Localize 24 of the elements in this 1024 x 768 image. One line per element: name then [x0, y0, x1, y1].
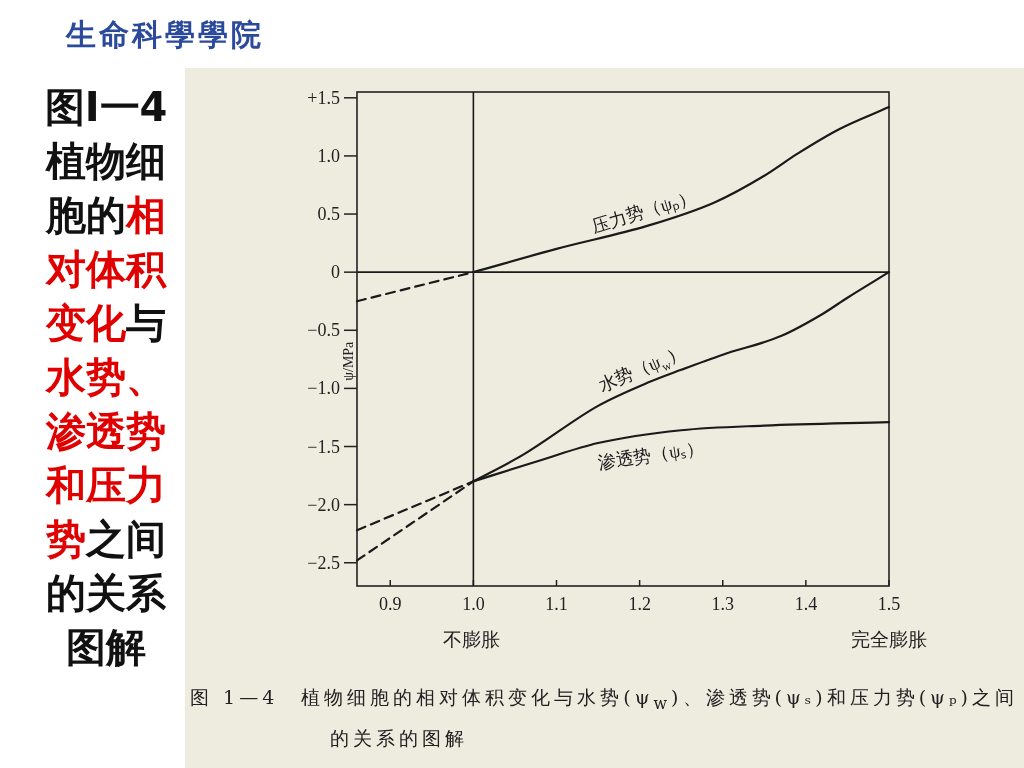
- x-tick-label: 1.3: [711, 594, 734, 614]
- y-tick-label: +1.5: [307, 87, 340, 108]
- text: 完全膨胀: [851, 629, 927, 650]
- x-tick-label: 0.9: [379, 594, 402, 614]
- text: 渗透势（ψₛ）: [596, 437, 706, 474]
- y-tick-label: −1.0: [307, 378, 340, 399]
- y-tick-label: −2.5: [307, 552, 340, 573]
- y-tick-label: 0.5: [317, 204, 340, 225]
- y-tick-label: 1.0: [317, 145, 340, 166]
- text: 不膨胀: [442, 629, 500, 650]
- y-tick-label: −0.5: [307, 320, 340, 341]
- chart-title: 图I一4植物细胞的相对体积变化与水势、渗透势和压力势之间的关系图解: [44, 84, 168, 670]
- x-tick-label: 1.4: [794, 594, 818, 614]
- text: 图 1—4 植物细胞的相对体积变化与水势(ψ$_{w}$)、渗透势(ψₛ)和压力势(ψₚ)之间的关系的图解: [190, 686, 1018, 749]
- y-tick-label: −1.5: [307, 436, 340, 457]
- x-tick-label: 1.2: [628, 594, 651, 614]
- x-tick-label: 1.5: [877, 594, 901, 614]
- x-tick-label: 1.0: [462, 594, 485, 614]
- text: 生命科學學院: [66, 17, 264, 52]
- y-tick-label: −2.0: [307, 494, 340, 515]
- y-axis-title: ψ/MPa: [341, 340, 356, 381]
- x-tick-label: 1.1: [545, 594, 568, 614]
- text: 压力势（ψₚ）: [588, 186, 699, 238]
- y-tick-label: 0: [331, 262, 340, 283]
